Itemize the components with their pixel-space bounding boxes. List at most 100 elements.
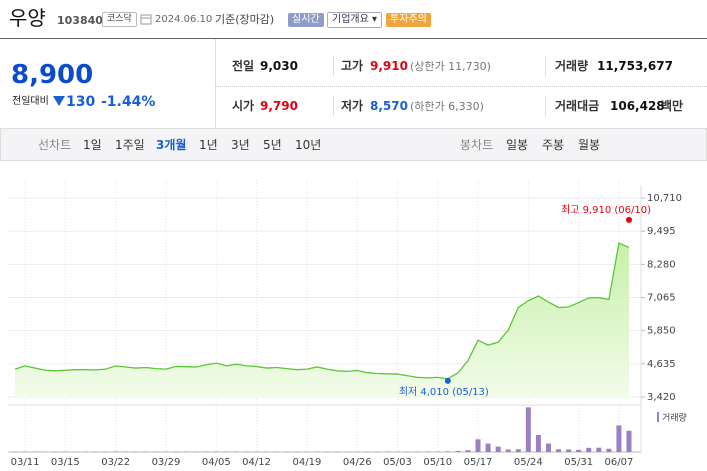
stat-label: 시가 (232, 99, 255, 113)
stat-value: 9,030 (260, 59, 298, 73)
volume-bar (465, 450, 471, 452)
y-tick-label: 7,065 (647, 293, 676, 304)
period-tab[interactable]: 1주일 (115, 138, 145, 152)
price-area (15, 243, 629, 397)
panel-divider (215, 39, 216, 128)
company-button[interactable]: 기업개요 ▾ (327, 12, 383, 28)
stat-value: 11,753,677 (597, 59, 673, 73)
x-tick-label: 05/10 (423, 457, 452, 468)
stat-value: 8,570 (370, 99, 408, 113)
volume-bar (213, 451, 219, 452)
x-tick-label: 03/15 (51, 457, 80, 468)
x-tick-label: 05/31 (564, 457, 593, 468)
volume-bar (113, 451, 119, 452)
x-tick-label: 03/29 (152, 457, 181, 468)
annotation-label: 최저 4,010 (05/13) (399, 386, 489, 398)
volume-bar (566, 449, 572, 452)
stat-note: (상한가 11,730) (410, 60, 491, 73)
volume-bar (455, 450, 461, 452)
tab-heading: 선차트 (38, 138, 72, 152)
stat-label: 거래대금 (555, 99, 600, 113)
volume-bar (576, 449, 582, 452)
volume-bar (535, 435, 541, 452)
realtime-button[interactable]: 실시간 (288, 13, 324, 27)
col-divider (545, 56, 546, 76)
volume-bar (525, 407, 531, 452)
down-arrow (53, 96, 65, 106)
current-price: 8,900 (11, 60, 94, 90)
period-tab[interactable]: 10년 (295, 138, 322, 152)
x-tick-label: 04/12 (242, 457, 271, 468)
annotation-dot (444, 377, 451, 384)
change-rate: -1.44% (101, 94, 156, 110)
date: 2024.06.10 (155, 14, 213, 25)
volume-bar (606, 448, 612, 452)
candle-tab[interactable]: 주봉 (542, 138, 565, 152)
tab-bar (0, 128, 707, 161)
y-tick-label: 8,280 (647, 259, 676, 270)
x-tick-label: 05/03 (383, 457, 412, 468)
change: 130 (66, 94, 96, 110)
x-tick-label: 05/24 (514, 457, 543, 468)
price-line (14, 242, 630, 380)
stat-value: 9,910 (370, 59, 408, 73)
y-tick-label: 3,420 (647, 392, 676, 403)
col-divider (333, 96, 334, 116)
row-divider (215, 86, 707, 87)
change-label: 전일대비 (12, 96, 49, 107)
market-badge: 코스닥 (102, 12, 137, 27)
x-tick-label: 06/07 (605, 457, 634, 468)
volume-bar (485, 443, 491, 452)
volume-bar (616, 425, 622, 452)
stat-note: (하한가 6,330) (410, 100, 484, 113)
annotation-dot (626, 216, 632, 223)
volume-bar (596, 447, 602, 452)
col-divider (333, 56, 334, 76)
candle-tab[interactable]: 월봉 (578, 138, 601, 152)
legend-swatch (657, 412, 659, 422)
tab-heading: 봉차트 (460, 138, 494, 152)
stat-label: 고가 (341, 59, 364, 73)
calendar-icon (140, 14, 152, 25)
legend-label: 거래량 (662, 412, 687, 424)
header-divider (0, 38, 707, 39)
y-tick-label: 4,635 (647, 359, 676, 370)
x-tick-label: 04/26 (343, 457, 372, 468)
stat-unit: 백만 (661, 99, 684, 113)
y-tick-label: 5,850 (647, 326, 676, 337)
period-tab[interactable]: 1일 (83, 138, 102, 152)
volume-bar (515, 449, 521, 452)
volume-bar (545, 443, 551, 452)
volume-bar (475, 439, 481, 452)
period-tab[interactable]: 3년 (231, 138, 250, 152)
candle-tab[interactable]: 일봉 (506, 138, 529, 152)
y-tick-label: 9,495 (647, 226, 676, 237)
stat-label: 저가 (341, 99, 364, 113)
warning-badge[interactable]: 투자주의 (386, 13, 431, 27)
volume-bar (505, 449, 511, 452)
stat-label: 거래량 (555, 59, 589, 73)
period-tab[interactable]: 5년 (263, 138, 282, 152)
stat-label: 전일 (232, 59, 255, 73)
volume-bar (626, 430, 632, 452)
annotation-label: 최고 9,910 (06/10) (561, 204, 651, 216)
stock-name: 우양 (9, 6, 46, 30)
period-tab[interactable]: 1년 (199, 138, 218, 152)
stat-value: 9,790 (260, 99, 298, 113)
basis: 기준(장마감) (215, 13, 275, 26)
volume-bar (556, 449, 562, 452)
x-tick-label: 04/05 (202, 457, 231, 468)
x-tick-label: 03/22 (101, 457, 130, 468)
stat-value: 106,428 (610, 99, 665, 113)
volume-bar (445, 451, 451, 452)
volume-bar (495, 446, 501, 452)
volume-bar (586, 447, 592, 452)
col-divider (545, 96, 546, 116)
x-tick-label: 04/19 (292, 457, 321, 468)
stock-code: 103840 (57, 14, 103, 27)
x-tick-label: 03/11 (11, 457, 40, 468)
period-tab[interactable]: 3개월 (156, 138, 187, 152)
company-button-label: 기업개요 (332, 14, 369, 25)
